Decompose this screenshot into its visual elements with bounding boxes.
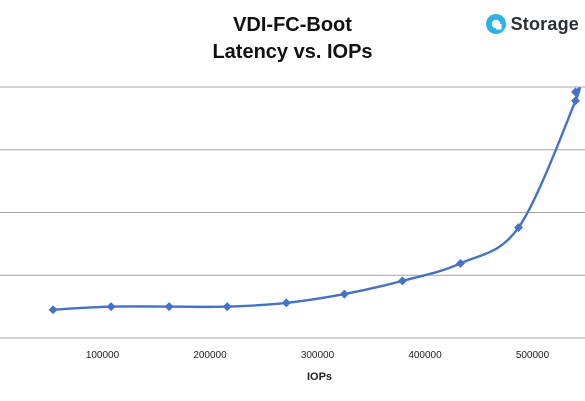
x-tick-label: 400000 [408, 350, 442, 361]
data-point-marker [48, 305, 58, 315]
data-point-marker [571, 87, 580, 97]
data-point-marker [455, 258, 465, 268]
chart-title-line-1: VDI-FC-Boot [233, 14, 352, 36]
storage-review-logo-icon [485, 14, 506, 34]
brand-name: Storage [510, 13, 579, 34]
grid-lines [0, 86, 585, 276]
data-point-marker [514, 223, 524, 233]
data-points [48, 87, 580, 315]
data-point-marker [164, 302, 174, 312]
brand-logo: Storage [485, 13, 579, 35]
data-point-marker [571, 96, 580, 106]
x-tick-label: 300000 [301, 350, 335, 361]
data-point-marker [281, 298, 291, 308]
data-point-marker [397, 276, 407, 286]
x-axis-label: IOPs [307, 371, 332, 383]
x-tick-labels: 100000 200000 300000 400000 500000 [86, 350, 550, 361]
data-point-marker [106, 302, 116, 312]
data-point-marker [339, 289, 349, 299]
x-tick-label: 200000 [193, 350, 227, 361]
x-tick-label: 100000 [86, 350, 120, 361]
chart-title: VDI-FC-Boot Latency vs. IOPs [0, 12, 585, 66]
data-point-marker [222, 302, 232, 312]
series-line [52, 87, 581, 311]
x-tick-label: 500000 [516, 350, 550, 361]
chart-title-line-2: Latency vs. IOPs [212, 41, 373, 63]
